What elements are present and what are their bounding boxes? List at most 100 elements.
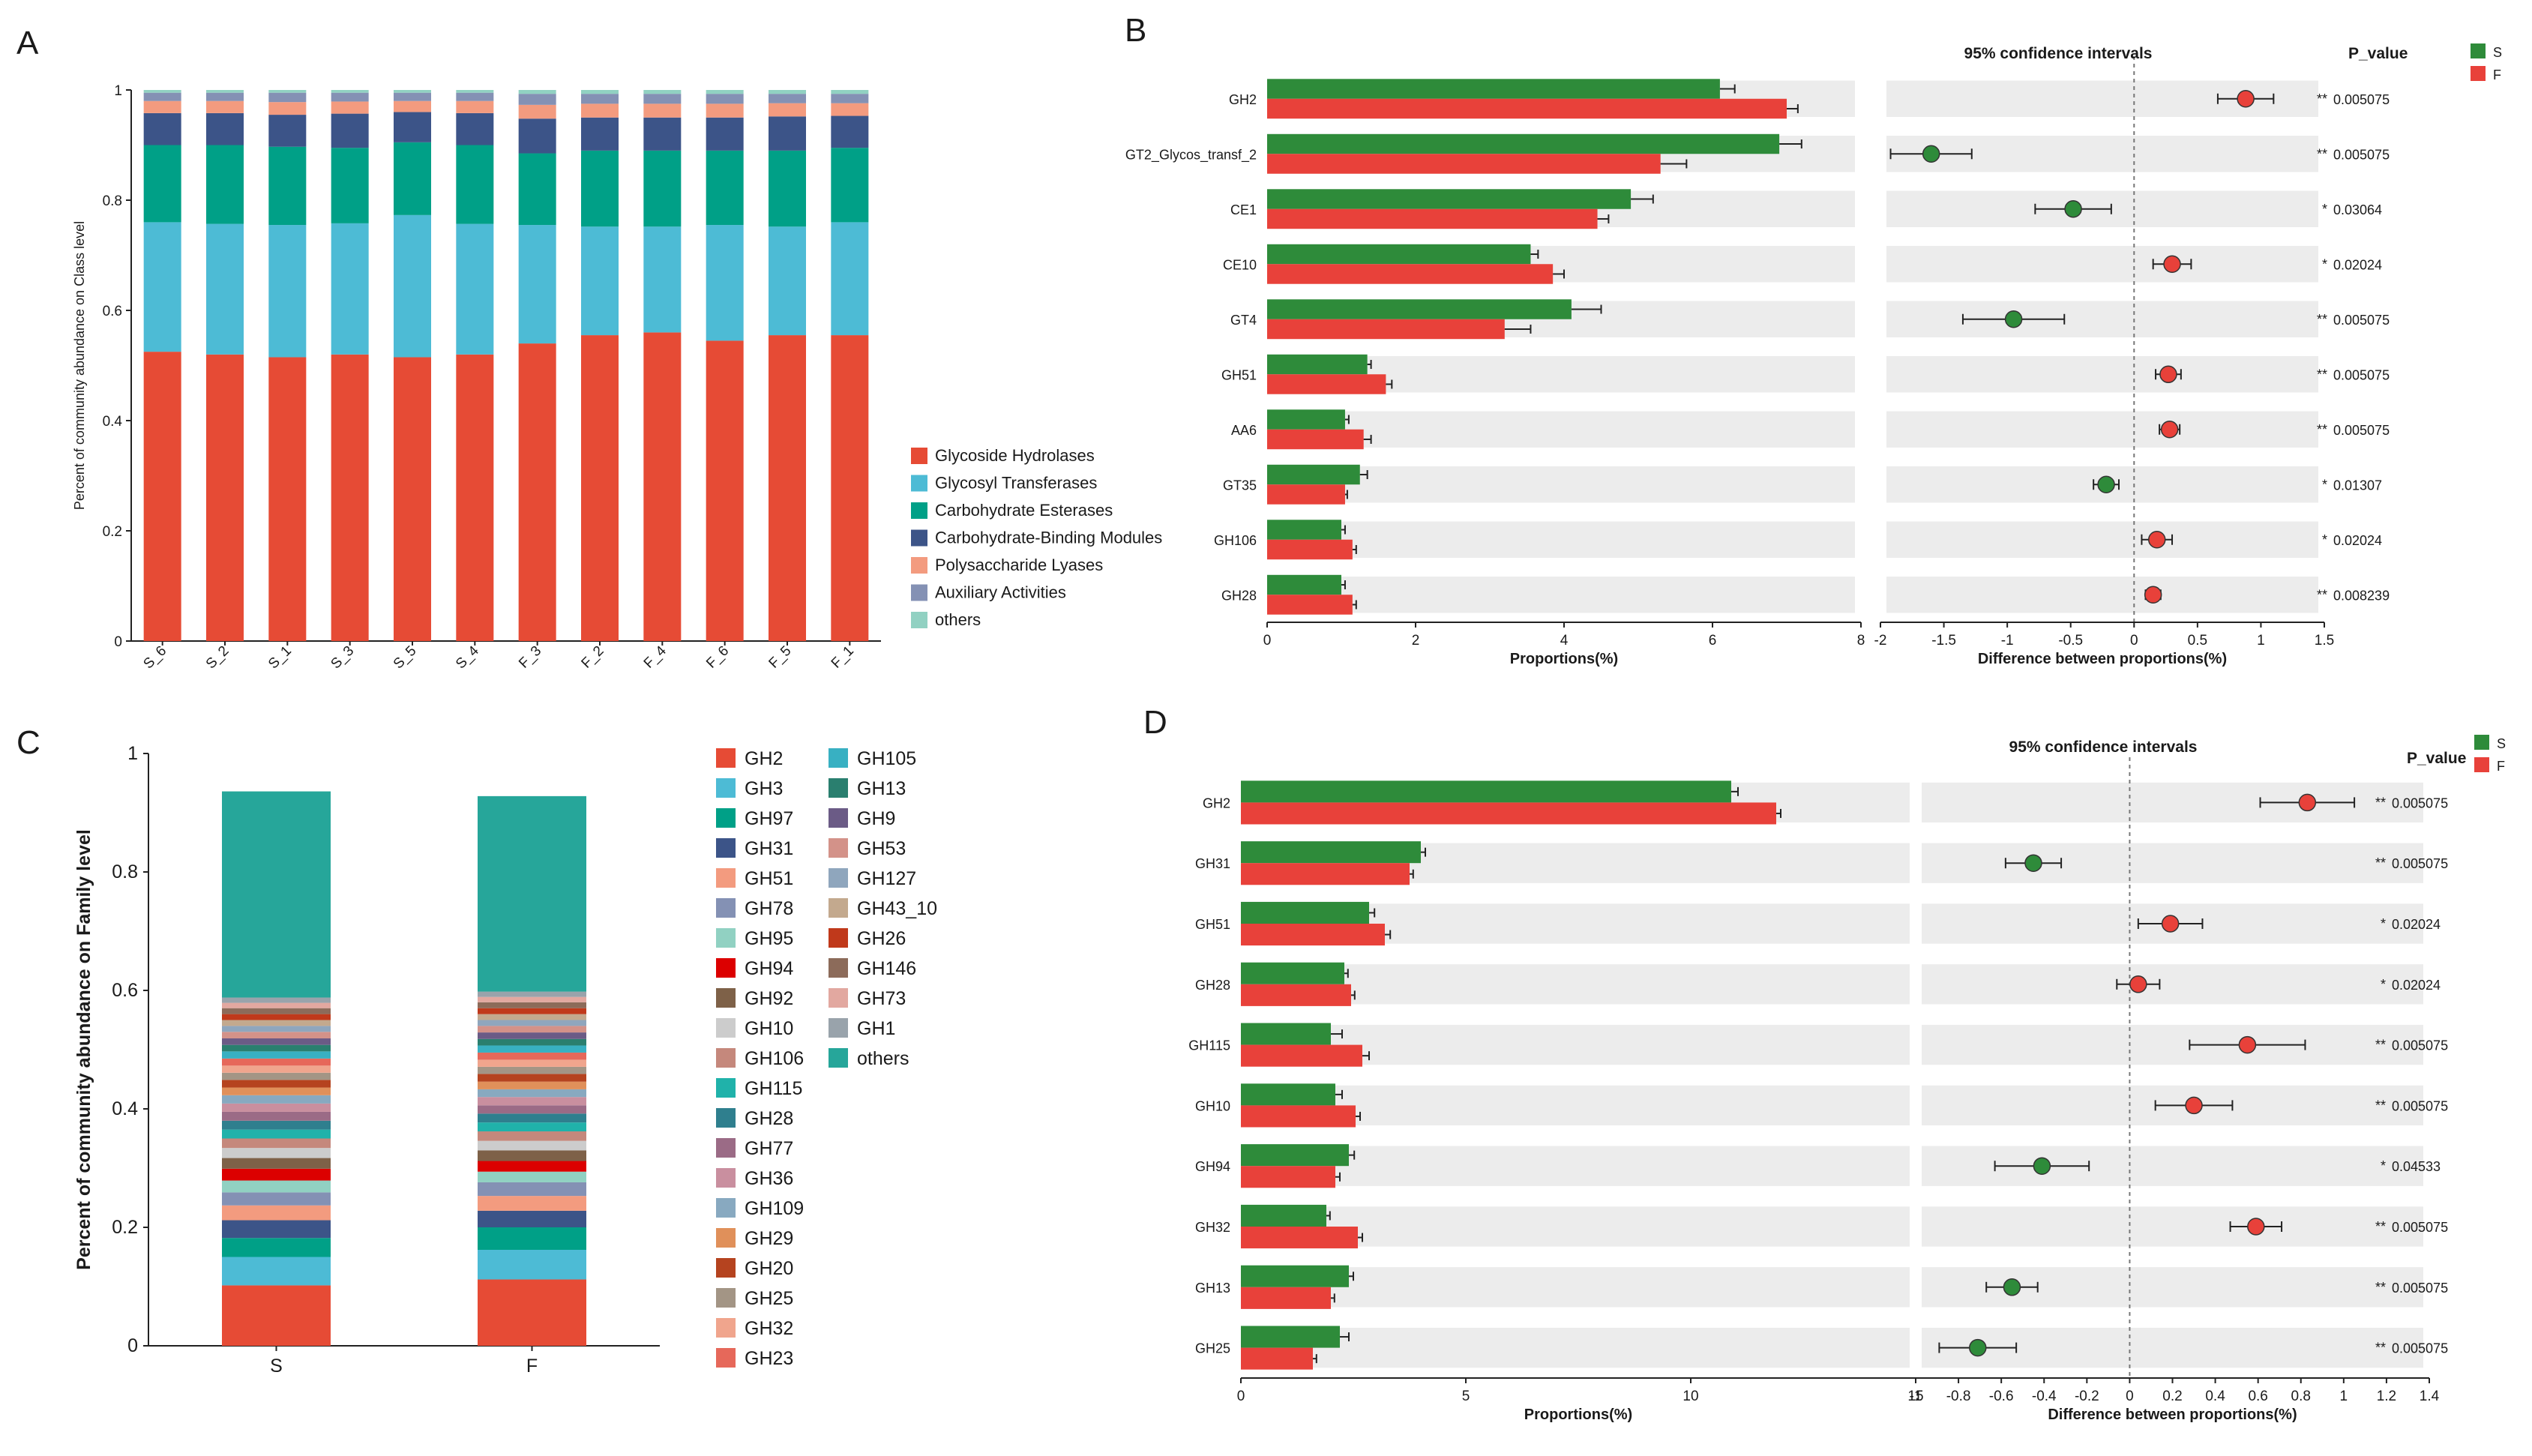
bar-segment: [331, 90, 369, 93]
p-value-label: 0.02024: [2333, 533, 2382, 548]
bar-segment: [394, 357, 431, 641]
bar-segment: [222, 1072, 331, 1080]
bar-segment: [643, 103, 682, 118]
bar-f: [1267, 484, 1345, 505]
bar-segment: [518, 94, 556, 105]
bar-s: [1267, 244, 1531, 265]
bar-segment: [222, 1065, 331, 1073]
bar-segment: [769, 94, 806, 103]
diff-tick-label: 0: [2130, 633, 2138, 649]
y-tick-label: 0.8: [103, 193, 122, 209]
bar-segment: [268, 102, 307, 115]
legend-label: GH10: [745, 1018, 793, 1039]
category-label: GH2: [1203, 795, 1230, 810]
significance-stars: **: [2317, 587, 2327, 602]
bar-segment: [831, 94, 869, 103]
bar-f: [1241, 1287, 1331, 1309]
bar-f: [1267, 429, 1364, 450]
bar-s: [1241, 1083, 1335, 1106]
bar-segment: [222, 1044, 331, 1052]
legend-swatch: [829, 988, 848, 1008]
p-value-label: 0.005075: [2333, 367, 2390, 382]
significance-stars: **: [2375, 1098, 2386, 1113]
legend-swatch: [716, 1348, 736, 1368]
p-value-label: 0.005075: [2392, 1038, 2448, 1053]
bar-segment: [222, 1111, 331, 1121]
bar-segment: [331, 101, 369, 114]
diff-tick-label: -0.8: [1946, 1389, 1971, 1404]
bar-segment: [518, 225, 556, 344]
category-label: GH106: [1214, 533, 1257, 548]
bar-segment: [581, 103, 619, 118]
bar-segment: [394, 112, 431, 142]
bar-segment: [222, 1087, 331, 1095]
legend-swatch: [911, 584, 927, 601]
bar-segment: [222, 1038, 331, 1045]
bar-segment: [581, 117, 619, 151]
diff-tick-label: -1: [2001, 633, 2014, 649]
x-tick-label: S: [270, 1356, 283, 1377]
x-tick-label: S_4: [453, 643, 482, 672]
bar-segment: [331, 354, 369, 641]
bar-segment: [478, 795, 586, 992]
legend-label: GH25: [745, 1288, 793, 1309]
diff-tick-label: 0.8: [2291, 1389, 2311, 1404]
bar-segment: [478, 1014, 586, 1020]
diff-point: [2097, 475, 2115, 493]
bar-segment: [268, 146, 307, 226]
legend-swatch: [716, 1108, 736, 1128]
bar-s: [1241, 780, 1731, 803]
x-tick-label: 10: [1683, 1389, 1698, 1404]
bar-segment: [394, 90, 431, 93]
x-tick-label: F_3: [516, 643, 544, 672]
bar-f: [1241, 863, 1410, 885]
bar-segment: [268, 115, 307, 147]
legend-label: GH115: [745, 1078, 802, 1099]
bar-segment: [478, 1038, 586, 1046]
bar-segment: [518, 118, 556, 154]
legend-swatch: [716, 898, 736, 918]
category-label: AA6: [1231, 423, 1257, 438]
legend-swatch: [716, 838, 736, 858]
legend-swatch: [716, 928, 736, 948]
bar-segment: [222, 1138, 331, 1149]
p-value-label: 0.04533: [2392, 1159, 2441, 1174]
bar-segment: [222, 1238, 331, 1257]
bar-segment: [478, 1227, 586, 1251]
y-axis-title: Percent of community abundance on Class …: [72, 221, 87, 510]
bar-segment: [769, 150, 806, 227]
bar-segment: [478, 1074, 586, 1082]
legend-label: Auxiliary Activities: [935, 583, 1066, 602]
diff-point: [2237, 90, 2255, 108]
row-stripe: [1241, 964, 1910, 1005]
significance-stars: **: [2317, 146, 2327, 161]
p-value-label: 0.005075: [2392, 795, 2448, 810]
category-label: GH25: [1195, 1341, 1230, 1356]
y-tick-label: 0.2: [112, 1217, 138, 1238]
bar-segment: [478, 1008, 586, 1014]
x-tick-label: 5: [1462, 1389, 1470, 1404]
bar-segment: [456, 92, 494, 101]
bar-segment: [456, 223, 494, 355]
diff-point: [2185, 1096, 2203, 1115]
legend-swatch: [911, 448, 927, 464]
p-value-label: 0.02024: [2392, 917, 2441, 932]
legend-swatch: [829, 868, 848, 888]
legend-swatch: [829, 928, 848, 948]
category-label: GH10: [1195, 1098, 1230, 1113]
legend-label: GH127: [857, 868, 916, 889]
category-label: GH28: [1195, 978, 1230, 993]
y-tick-label: 0: [127, 1335, 138, 1356]
bar-segment: [206, 90, 244, 93]
bar-f: [1267, 374, 1386, 394]
x-tick-label: 15: [1907, 1389, 1923, 1404]
y-tick-label: 0.8: [112, 861, 138, 882]
bar-segment: [769, 103, 806, 117]
diff-tick-label: -1: [1910, 1389, 1922, 1404]
legend-label: GH77: [745, 1138, 793, 1159]
legend-swatch: [716, 1318, 736, 1338]
x-tick-label: 0: [1263, 633, 1272, 649]
bar-segment: [222, 1180, 331, 1193]
legend-label: Glycosyl Transferases: [935, 474, 1097, 493]
